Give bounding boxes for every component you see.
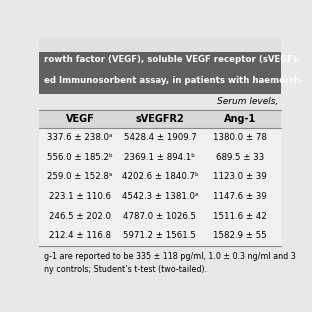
Text: 2369.1 ± 894.1ᵇ: 2369.1 ± 894.1ᵇ — [124, 153, 195, 162]
Text: 223.1 ± 110.6: 223.1 ± 110.6 — [49, 192, 111, 201]
Text: g-1 are reported to be 335 ± 118 pg/ml, 1.0 ± 0.3 ng/ml and 3: g-1 are reported to be 335 ± 118 pg/ml, … — [44, 252, 295, 261]
Text: 556.0 ± 185.2ᵇ: 556.0 ± 185.2ᵇ — [47, 153, 113, 162]
FancyBboxPatch shape — [39, 128, 281, 246]
FancyBboxPatch shape — [39, 52, 281, 94]
Text: Serum levels,: Serum levels, — [217, 97, 278, 106]
Text: 4202.6 ± 1840.7ᵇ: 4202.6 ± 1840.7ᵇ — [122, 172, 198, 181]
Text: 5428.4 ± 1909.7: 5428.4 ± 1909.7 — [124, 133, 196, 142]
Text: ny controls; Student’s t-test (two-tailed).: ny controls; Student’s t-test (two-taile… — [44, 265, 207, 274]
Text: 5971.2 ± 1561.5: 5971.2 ± 1561.5 — [124, 232, 196, 240]
Text: 212.4 ± 116.8: 212.4 ± 116.8 — [49, 232, 111, 240]
FancyBboxPatch shape — [39, 110, 281, 128]
Text: VEGF: VEGF — [66, 114, 95, 124]
Text: 337.6 ± 238.0ᵃ: 337.6 ± 238.0ᵃ — [47, 133, 113, 142]
Text: 1582.9 ± 55: 1582.9 ± 55 — [213, 232, 266, 240]
Text: 246.5 ± 202.0: 246.5 ± 202.0 — [49, 212, 111, 221]
FancyBboxPatch shape — [39, 94, 281, 110]
Text: 1147.6 ± 39: 1147.6 ± 39 — [213, 192, 266, 201]
Text: 4542.3 ± 1381.0ᵃ: 4542.3 ± 1381.0ᵃ — [122, 192, 198, 201]
Text: ed Immunosorbent assay, in patients with haemorrh-: ed Immunosorbent assay, in patients with… — [44, 76, 304, 85]
Text: 1380.0 ± 78: 1380.0 ± 78 — [213, 133, 267, 142]
Text: rowth factor (VEGF), soluble VEGF receptor (sVEGF)-: rowth factor (VEGF), soluble VEGF recept… — [44, 56, 300, 65]
Text: sVEGFR2: sVEGFR2 — [135, 114, 184, 124]
Text: 689.5 ± 33: 689.5 ± 33 — [216, 153, 264, 162]
Text: 1511.6 ± 42: 1511.6 ± 42 — [213, 212, 267, 221]
Text: Ang-1: Ang-1 — [224, 114, 256, 124]
FancyBboxPatch shape — [39, 246, 281, 278]
FancyBboxPatch shape — [39, 37, 281, 52]
Text: 1123.0 ± 39: 1123.0 ± 39 — [213, 172, 266, 181]
Text: 259.0 ± 152.8ᵃ: 259.0 ± 152.8ᵃ — [47, 172, 113, 181]
Text: 4787.0 ± 1026.5: 4787.0 ± 1026.5 — [124, 212, 196, 221]
